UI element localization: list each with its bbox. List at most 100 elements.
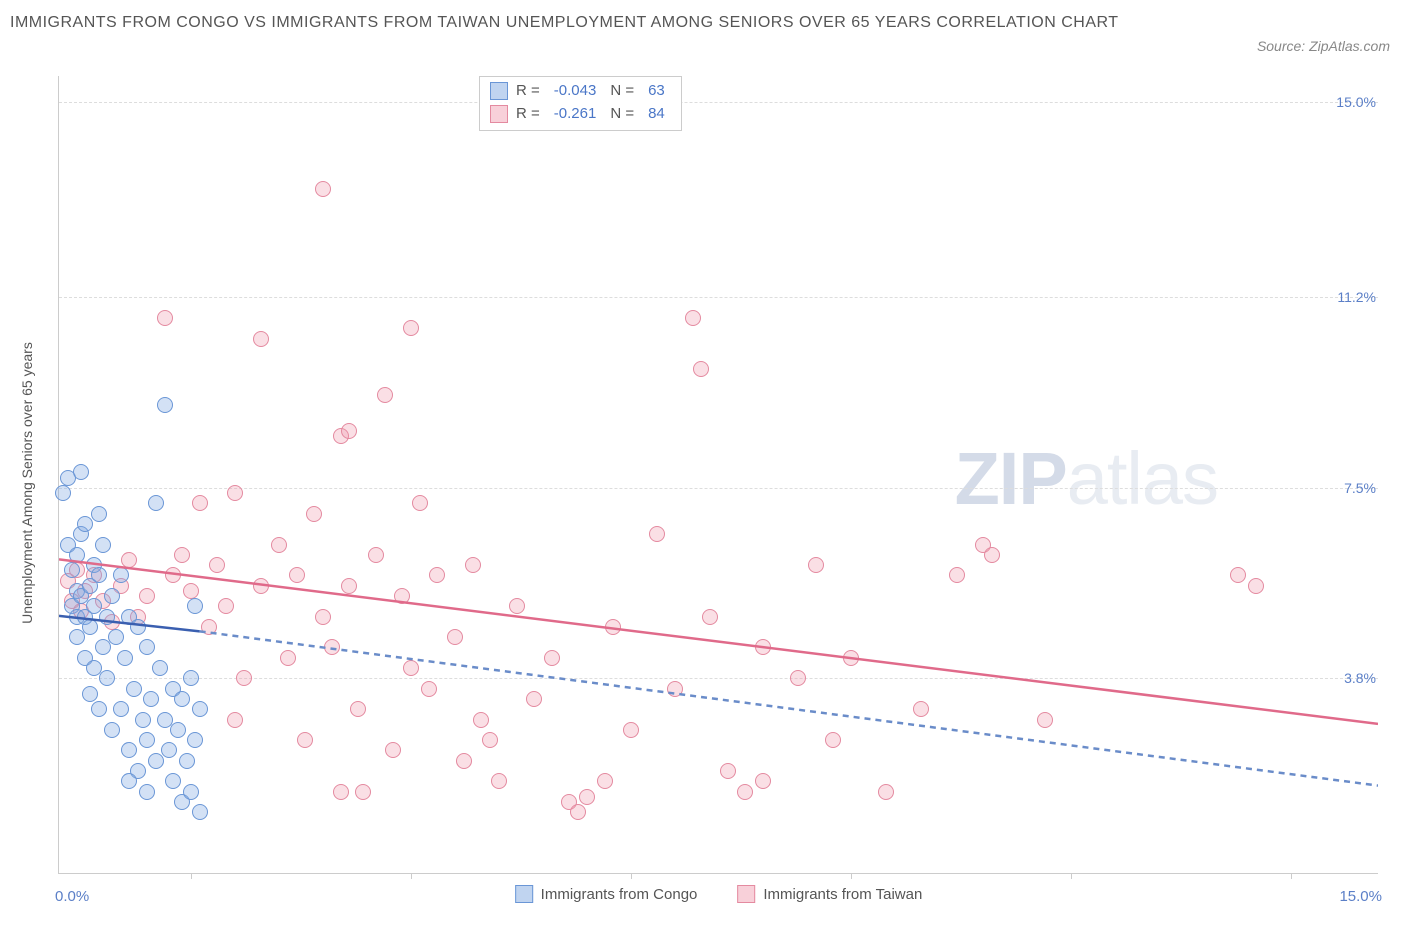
data-point — [139, 639, 155, 655]
x-tick — [411, 873, 412, 879]
gridline — [59, 102, 1378, 103]
data-point — [465, 557, 481, 573]
data-point — [429, 567, 445, 583]
x-axis-max-label: 15.0% — [1339, 888, 1382, 905]
data-point — [825, 732, 841, 748]
y-axis-title: Unemployment Among Seniors over 65 years — [19, 342, 35, 624]
data-point — [117, 650, 133, 666]
data-point — [808, 557, 824, 573]
data-point — [403, 660, 419, 676]
data-point — [790, 670, 806, 686]
data-point — [597, 773, 613, 789]
data-point — [108, 629, 124, 645]
r-value-congo: -0.043 — [554, 80, 597, 103]
data-point — [209, 557, 225, 573]
swatch-taiwan-icon — [490, 105, 508, 123]
data-point — [187, 598, 203, 614]
data-point — [64, 562, 80, 578]
data-point — [143, 691, 159, 707]
swatch-taiwan-icon — [737, 885, 755, 903]
data-point — [482, 732, 498, 748]
data-point — [73, 464, 89, 480]
data-point — [201, 619, 217, 635]
x-tick — [1291, 873, 1292, 879]
data-point — [183, 583, 199, 599]
data-point — [148, 753, 164, 769]
data-point — [693, 361, 709, 377]
y-tick-label: 7.5% — [1344, 480, 1380, 496]
data-point — [350, 701, 366, 717]
data-point — [526, 691, 542, 707]
data-point — [179, 753, 195, 769]
data-point — [984, 547, 1000, 563]
data-point — [165, 773, 181, 789]
data-point — [77, 516, 93, 532]
data-point — [667, 681, 683, 697]
data-point — [702, 609, 718, 625]
n-label: N = — [610, 103, 634, 126]
x-tick — [191, 873, 192, 879]
gridline — [59, 678, 1378, 679]
n-value-taiwan: 84 — [648, 103, 665, 126]
data-point — [69, 629, 85, 645]
x-tick — [1071, 873, 1072, 879]
x-tick — [851, 873, 852, 879]
data-point — [394, 588, 410, 604]
data-point — [161, 742, 177, 758]
data-point — [113, 567, 129, 583]
r-value-taiwan: -0.261 — [554, 103, 597, 126]
data-point — [403, 320, 419, 336]
swatch-congo-icon — [490, 82, 508, 100]
data-point — [139, 732, 155, 748]
data-point — [192, 495, 208, 511]
chart-container: IMMIGRANTS FROM CONGO VS IMMIGRANTS FROM… — [10, 10, 1396, 920]
data-point — [271, 537, 287, 553]
data-point — [1230, 567, 1246, 583]
n-label: N = — [610, 80, 634, 103]
data-point — [183, 670, 199, 686]
r-label: R = — [516, 103, 540, 126]
data-point — [377, 387, 393, 403]
watermark: ZIPatlas — [955, 436, 1218, 521]
data-point — [99, 670, 115, 686]
y-tick-label: 11.2% — [1337, 289, 1380, 305]
data-point — [95, 639, 111, 655]
data-point — [113, 701, 129, 717]
data-point — [605, 619, 621, 635]
data-point — [99, 609, 115, 625]
data-point — [148, 495, 164, 511]
series-legend: Immigrants from Congo Immigrants from Ta… — [515, 885, 923, 903]
data-point — [139, 784, 155, 800]
watermark-light: atlas — [1067, 437, 1218, 520]
data-point — [570, 804, 586, 820]
data-point — [491, 773, 507, 789]
data-point — [121, 742, 137, 758]
trend-lines — [59, 76, 1378, 873]
data-point — [253, 331, 269, 347]
data-point — [157, 310, 173, 326]
data-point — [192, 701, 208, 717]
data-point — [324, 639, 340, 655]
data-point — [412, 495, 428, 511]
data-point — [333, 784, 349, 800]
data-point — [913, 701, 929, 717]
legend-label-congo: Immigrants from Congo — [541, 886, 698, 903]
swatch-congo-icon — [515, 885, 533, 903]
data-point — [1248, 578, 1264, 594]
data-point — [755, 773, 771, 789]
data-point — [157, 397, 173, 413]
data-point — [91, 567, 107, 583]
data-point — [315, 181, 331, 197]
legend-item-taiwan: Immigrants from Taiwan — [737, 885, 922, 903]
x-tick — [631, 873, 632, 879]
data-point — [456, 753, 472, 769]
data-point — [341, 578, 357, 594]
data-point — [306, 506, 322, 522]
data-point — [289, 567, 305, 583]
data-point — [55, 485, 71, 501]
data-point — [139, 588, 155, 604]
data-point — [720, 763, 736, 779]
data-point — [341, 423, 357, 439]
data-point — [355, 784, 371, 800]
data-point — [685, 310, 701, 326]
